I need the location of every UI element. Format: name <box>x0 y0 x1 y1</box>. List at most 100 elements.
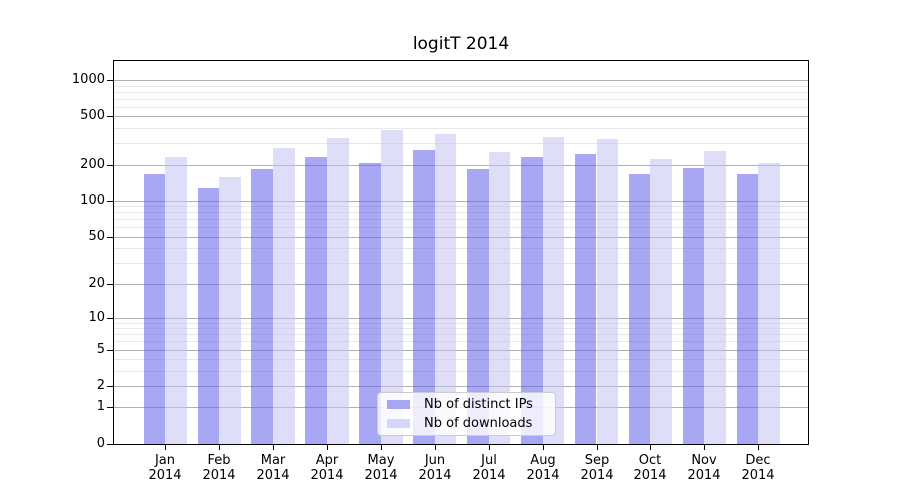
chart-title: logitT 2014 <box>412 34 510 54</box>
y-tick-label: 100 <box>80 193 105 208</box>
minor-gridline <box>114 107 808 108</box>
bar-nb-of-downloads-feb-2014 <box>219 176 241 444</box>
x-tick-label: Sep 2014 <box>569 453 625 483</box>
bar-nb-of-downloads-jul-2014 <box>488 152 511 444</box>
x-tick-label: Feb 2014 <box>191 453 247 483</box>
bar-nb-of-downloads-jan-2014 <box>165 157 187 444</box>
x-tick-label: Aug 2014 <box>515 453 571 483</box>
x-tick <box>327 445 328 450</box>
x-tick <box>381 445 382 450</box>
x-tick-label-month: Feb <box>207 453 231 468</box>
y-tick-label: 5 <box>96 342 105 357</box>
x-tick-label-month: Apr <box>315 453 339 468</box>
x-tick-label-year: 2014 <box>472 468 506 483</box>
minor-gridline <box>114 248 808 249</box>
x-tick-label-year: 2014 <box>310 468 344 483</box>
legend: Nb of distinct IPs Nb of downloads <box>377 392 556 436</box>
x-tick-label: Jul 2014 <box>461 453 517 483</box>
bar-nb-of-distinct-ips-jul-2014 <box>467 168 489 444</box>
bar-nb-of-downloads-jun-2014 <box>434 133 457 444</box>
x-tick-label-year: 2014 <box>741 468 775 483</box>
bar-nb-of-downloads-sep-2014 <box>596 139 619 444</box>
minor-gridline <box>114 328 808 329</box>
x-tick <box>273 445 274 450</box>
bar-nb-of-downloads-aug-2014 <box>542 136 565 444</box>
major-gridline <box>114 80 808 81</box>
y-tick-label: 1000 <box>71 72 105 87</box>
bar-nb-of-distinct-ips-may-2014 <box>359 162 381 444</box>
minor-gridline <box>114 341 808 342</box>
y-tick <box>107 386 113 387</box>
minor-gridline <box>114 263 808 264</box>
x-tick-label-month: Dec <box>745 453 771 468</box>
minor-gridline <box>114 128 808 129</box>
bar-nb-of-distinct-ips-apr-2014 <box>305 157 327 444</box>
plot-area: Nb of distinct IPs Nb of downloads <box>113 60 809 445</box>
x-tick <box>704 445 705 450</box>
y-tick <box>107 201 113 202</box>
bar-nb-of-downloads-dec-2014 <box>758 162 780 444</box>
major-gridline <box>114 318 808 319</box>
y-tick-label: 1 <box>96 399 105 414</box>
bar-nb-of-distinct-ips-oct-2014 <box>628 173 651 444</box>
major-gridline <box>114 237 808 238</box>
y-tick <box>107 350 113 351</box>
x-tick-label: Oct 2014 <box>622 453 678 483</box>
x-tick <box>165 445 166 450</box>
y-tick-label: 500 <box>80 108 105 123</box>
bar-nb-of-downloads-oct-2014 <box>650 158 673 444</box>
minor-gridline <box>114 334 808 335</box>
minor-gridline <box>114 206 808 207</box>
x-tick-label: Jun 2014 <box>407 453 463 483</box>
bar-nb-of-downloads-mar-2014 <box>273 147 295 444</box>
x-tick-label-month: Oct <box>638 453 662 468</box>
x-tick-label-year: 2014 <box>202 468 236 483</box>
x-tick <box>543 445 544 450</box>
major-gridline <box>114 350 808 351</box>
x-tick-label: May 2014 <box>353 453 409 483</box>
bar-nb-of-distinct-ips-feb-2014 <box>197 188 220 444</box>
x-tick <box>435 445 436 450</box>
minor-gridline <box>114 92 808 93</box>
x-tick-label: Apr 2014 <box>299 453 355 483</box>
x-tick <box>489 445 490 450</box>
minor-gridline <box>114 219 808 220</box>
x-tick-label-year: 2014 <box>256 468 290 483</box>
minor-gridline <box>114 371 808 372</box>
legend-label-distinct-ips: Nb of distinct IPs <box>424 397 533 412</box>
y-tick <box>107 165 113 166</box>
x-tick-label-month: Mar <box>260 453 286 468</box>
minor-gridline <box>114 323 808 324</box>
x-tick-label-month: Jan <box>154 453 176 468</box>
x-tick-label-year: 2014 <box>148 468 182 483</box>
x-tick-label-month: Aug <box>530 453 556 468</box>
bar-nb-of-distinct-ips-aug-2014 <box>520 156 543 444</box>
bar-nb-of-distinct-ips-sep-2014 <box>574 153 597 444</box>
y-tick <box>107 318 113 319</box>
legend-swatch-downloads <box>387 419 410 428</box>
bar-nb-of-downloads-nov-2014 <box>704 151 726 444</box>
y-tick-label: 0 <box>96 436 105 451</box>
minor-gridline <box>114 86 808 87</box>
major-gridline <box>114 116 808 117</box>
legend-row-downloads: Nb of downloads <box>387 416 555 431</box>
x-tick <box>219 445 220 450</box>
x-tick-label-year: 2014 <box>633 468 667 483</box>
minor-gridline <box>114 212 808 213</box>
major-gridline <box>114 201 808 202</box>
x-tick-label-month: Jul <box>481 453 497 468</box>
x-tick-label-year: 2014 <box>580 468 614 483</box>
x-tick-label-month: Sep <box>584 453 610 468</box>
y-tick <box>107 80 113 81</box>
y-tick <box>107 237 113 238</box>
minor-gridline <box>114 143 808 144</box>
major-gridline <box>114 386 808 387</box>
bar-nb-of-distinct-ips-mar-2014 <box>251 168 274 444</box>
x-tick <box>597 445 598 450</box>
y-tick <box>107 116 113 117</box>
x-tick-label: Dec 2014 <box>730 453 786 483</box>
legend-label-downloads: Nb of downloads <box>424 416 533 431</box>
minor-gridline <box>114 99 808 100</box>
x-tick <box>650 445 651 450</box>
